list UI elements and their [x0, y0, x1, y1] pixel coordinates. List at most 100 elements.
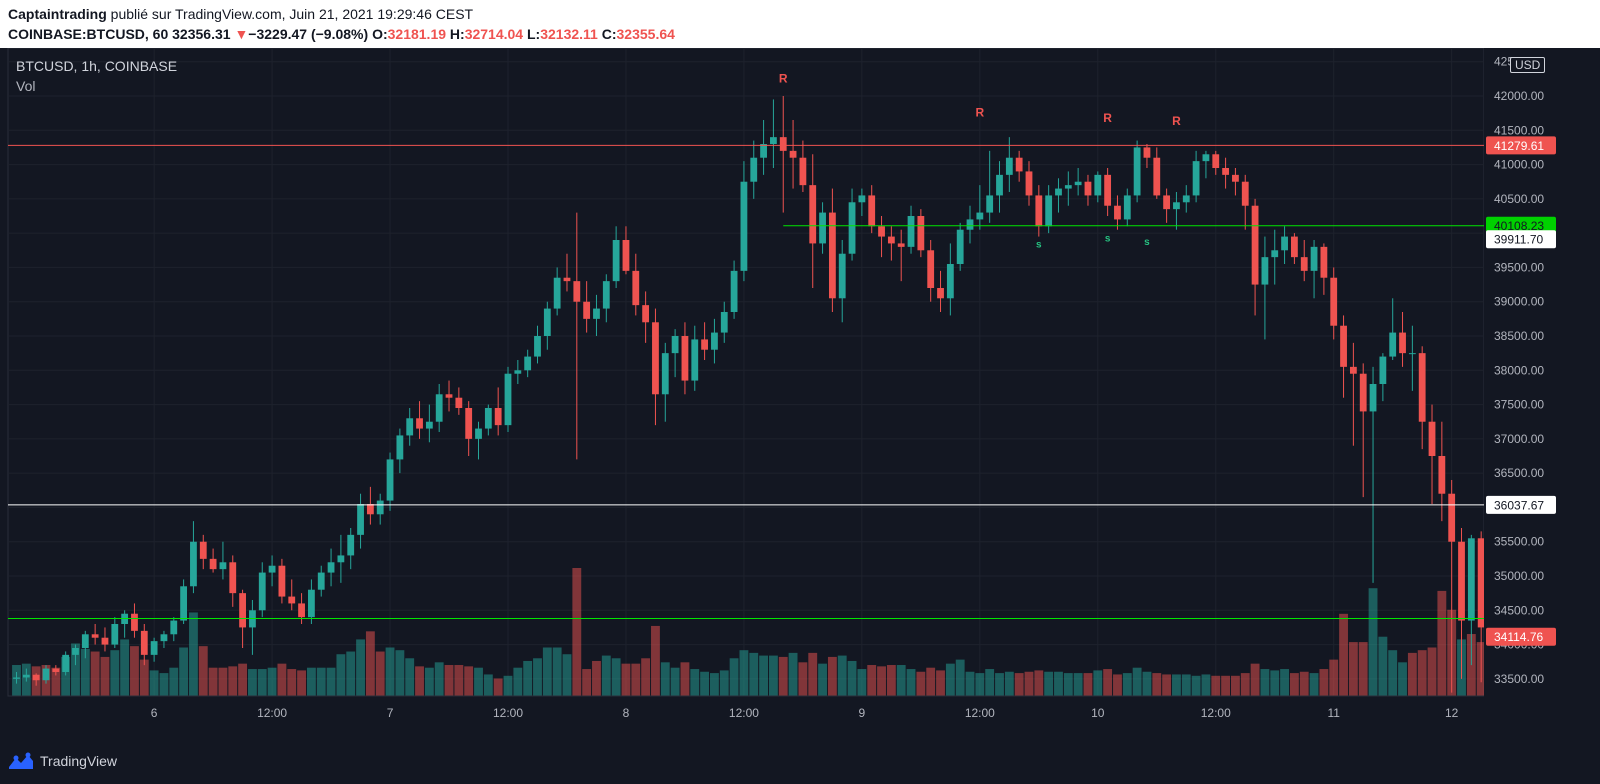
- candle-body: [357, 504, 364, 535]
- candle-body: [81, 634, 89, 648]
- candle-body: [1163, 195, 1171, 210]
- candle-body: [996, 174, 1003, 196]
- volume-bar: [1181, 674, 1191, 696]
- candle-body: [760, 144, 767, 158]
- candle-body: [1232, 174, 1239, 182]
- candle-body: [42, 668, 50, 681]
- candle-body: [937, 288, 944, 299]
- tradingview-brand[interactable]: TradingView: [8, 752, 117, 770]
- legend-volume[interactable]: Vol: [16, 78, 36, 94]
- time-tick-label: 12:00: [729, 706, 759, 720]
- volume-bar: [1172, 674, 1181, 696]
- candle-body: [376, 500, 384, 515]
- candle-body: [209, 558, 217, 570]
- currency-badge[interactable]: USD: [1510, 57, 1546, 73]
- volume-bar: [729, 658, 739, 696]
- candle-body: [514, 370, 522, 374]
- candle-body: [583, 301, 591, 319]
- candle-body: [838, 253, 846, 299]
- volume-bar: [208, 667, 218, 696]
- candle-body: [966, 219, 974, 230]
- volume-bar: [1299, 671, 1309, 696]
- volume-bar: [660, 662, 670, 696]
- candle-body: [190, 541, 197, 587]
- candle-body: [927, 250, 935, 288]
- candle-body: [1251, 205, 1259, 285]
- resistance-marker: R: [1103, 111, 1112, 125]
- volume-bar: [395, 650, 405, 696]
- time-tick-label: 12:00: [493, 706, 523, 720]
- candle-body: [819, 212, 826, 244]
- volume-bar: [768, 655, 778, 696]
- volume-bar: [641, 658, 651, 696]
- volume-bar: [110, 650, 120, 696]
- volume-bar: [1054, 671, 1063, 696]
- price-tick-label: 41000.00: [1494, 158, 1544, 172]
- volume-bar: [1309, 673, 1319, 696]
- volume-bar: [120, 639, 130, 696]
- volume-bar: [1407, 652, 1417, 696]
- horizontal-levels[interactable]: [8, 144, 1484, 620]
- volume-bar: [139, 659, 149, 696]
- candle-body: [317, 572, 325, 590]
- ohlc-line: COINBASE:BTCUSD, 60 32356.31 ▼−3229.47 (…: [8, 26, 675, 42]
- candle-body: [602, 281, 610, 309]
- open-value: 32181.19: [387, 26, 447, 42]
- candle-body: [170, 620, 178, 635]
- candle-body: [396, 435, 404, 460]
- price-axis[interactable]: 33500.0034000.0034500.0035000.0035500.00…: [1484, 48, 1600, 736]
- volume-bar: [80, 648, 90, 696]
- volume-bar: [1230, 675, 1240, 696]
- candle-body: [612, 240, 620, 282]
- price-change: −3229.47 (−9.08%): [248, 26, 369, 42]
- candle-body: [1458, 541, 1465, 621]
- time-tick-label: 9: [859, 706, 866, 720]
- candle-body: [91, 634, 99, 638]
- volume-bar: [936, 670, 945, 696]
- candle-body: [946, 264, 954, 299]
- time-axis[interactable]: 6 12:00 7 12:00 8 12:00 9 12:00 10 12:00 11 12: [8, 695, 1484, 720]
- price-tick-label: 39000.00: [1494, 295, 1544, 309]
- tradingview-logo-icon: [9, 752, 33, 769]
- candle-body: [52, 668, 60, 672]
- candle-body: [1359, 373, 1367, 412]
- candle-body: [1202, 154, 1210, 162]
- candle-body: [131, 613, 138, 631]
- volume-bar: [1250, 663, 1260, 696]
- price-tick-label: 36500.00: [1494, 466, 1544, 480]
- volume-bar: [1014, 673, 1024, 696]
- candle-body: [445, 394, 453, 398]
- price-badge: [1486, 136, 1556, 155]
- volume-bar: [444, 665, 454, 696]
- volume-bar: [651, 625, 660, 696]
- candle-body: [484, 408, 492, 429]
- candle-body: [72, 648, 79, 655]
- annotations: R R R Rs s s: [779, 71, 1181, 250]
- resistance-marker: R: [976, 106, 985, 120]
- volume-bar: [1240, 673, 1250, 696]
- volume-bar: [611, 658, 621, 696]
- candle-body: [1477, 538, 1485, 628]
- volume-bar: [100, 656, 110, 696]
- candle-body: [907, 216, 915, 247]
- volume-bar: [316, 667, 326, 696]
- candle-body: [652, 322, 659, 395]
- volume-bar: [493, 678, 503, 696]
- volume-bar: [798, 662, 808, 696]
- candle-body: [1408, 353, 1416, 355]
- candle-body: [1114, 205, 1121, 220]
- volume-bar: [247, 669, 257, 696]
- author-name[interactable]: Captaintrading: [8, 6, 107, 22]
- candle-body: [720, 312, 728, 333]
- volume-bar: [434, 662, 444, 696]
- candle-body: [524, 356, 532, 371]
- volume-bar: [1388, 650, 1398, 696]
- legend-symbol[interactable]: BTCUSD, 1h, COINBASE: [16, 58, 178, 74]
- volume-bar: [877, 666, 886, 696]
- volume-bar: [867, 665, 877, 696]
- candle-body: [455, 397, 463, 408]
- support-marker: s: [1036, 240, 1042, 251]
- candle-body: [258, 572, 266, 611]
- price-tick-label: 41500.00: [1494, 123, 1544, 137]
